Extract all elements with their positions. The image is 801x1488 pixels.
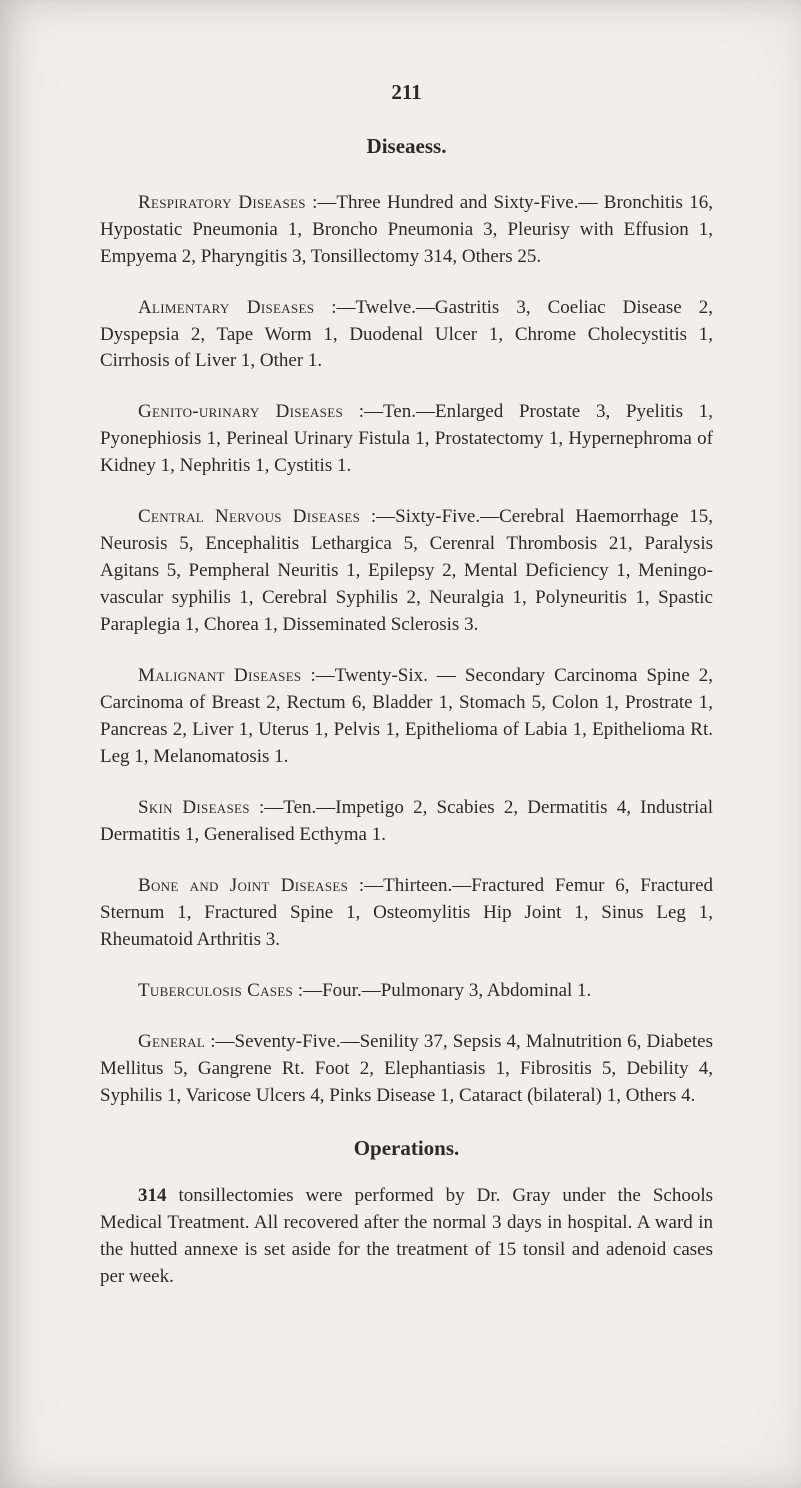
- paragraph-general: General :—Seventy-Five.—Senility 37, Sep…: [100, 1029, 713, 1110]
- paragraph-operations: 314 tonsillectomies were performed by Dr…: [100, 1183, 713, 1291]
- paragraph-genitourinary: Genito-urinary Diseases :—Ten.—Enlarged …: [100, 399, 713, 480]
- page-number: 211: [100, 78, 713, 108]
- paragraph-respiratory: Respiratory Diseases :—Three Hundred and…: [100, 190, 713, 271]
- paragraph-tuberculosis: Tuberculosis Cases :—Four.—Pulmonary 3, …: [100, 978, 713, 1005]
- lead-label: Tuberculosis Cases: [138, 980, 293, 1001]
- lead-label: General: [138, 1031, 205, 1052]
- lead-label: Central Nervous Diseases: [138, 506, 360, 527]
- operations-count: 314: [138, 1185, 167, 1206]
- paragraph-malignant: Malignant Diseases :—Twenty-Six. — Secon…: [100, 663, 713, 771]
- paragraph-skin: Skin Diseases :—Ten.—Impetigo 2, Scabies…: [100, 795, 713, 849]
- lead-label: Respiratory Diseases: [138, 192, 306, 213]
- lead-label: Skin Diseases: [138, 797, 250, 818]
- paragraph-bone-joint: Bone and Joint Diseases :—Thirteen.—Frac…: [100, 873, 713, 954]
- lead-label: Malignant Diseases: [138, 665, 301, 686]
- lead-label: Genito-urinary Diseases: [138, 401, 343, 422]
- paragraph-text: :—Four.—Pulmonary 3, Abdominal 1.: [293, 980, 591, 1001]
- paragraph-alimentary: Alimentary Diseases :—Twelve.—Gastritis …: [100, 295, 713, 376]
- lead-label: Alimentary Diseases: [138, 297, 314, 318]
- paragraph-central-nervous: Central Nervous Diseases :—Sixty-Five.—C…: [100, 504, 713, 639]
- lead-label: Bone and Joint Diseases: [138, 875, 348, 896]
- document-page: 211 Diseaess. Respiratory Diseases :—Thr…: [0, 0, 801, 1488]
- operations-heading: Operations.: [100, 1134, 713, 1164]
- operations-text: tonsillectomies were performed by Dr. Gr…: [100, 1185, 713, 1287]
- page-title: Diseaess.: [100, 132, 713, 162]
